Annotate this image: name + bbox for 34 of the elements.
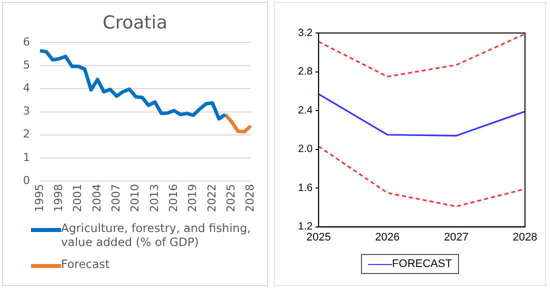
legend-label: FORECAST xyxy=(392,258,452,270)
x-tick-label: 2027 xyxy=(444,231,468,244)
x-tick-label: 2025 xyxy=(306,231,331,244)
y-tick-label: 1.2 xyxy=(298,220,313,233)
y-tick-label: 2 xyxy=(23,128,30,141)
y-tick-label: 1 xyxy=(23,150,30,164)
x-tick-label: 2019 xyxy=(186,184,200,212)
x-tick-label: 2028 xyxy=(512,231,538,244)
y-tick-label: 4 xyxy=(23,82,30,95)
legend-label: Agriculture, forestry, and fishing, value added (% of GDP) xyxy=(61,221,252,249)
y-tick-label: 2.8 xyxy=(298,66,313,78)
x-tick-label: 2016 xyxy=(167,184,180,212)
x-tick-label: 2026 xyxy=(375,231,400,244)
x-tick-label: 2001 xyxy=(71,184,84,212)
x-tick-label: 2010 xyxy=(128,184,142,212)
y-tick-label: 5 xyxy=(23,58,30,72)
x-tick-label: 2004 xyxy=(90,184,104,212)
y-tick-label: 2.4 xyxy=(298,104,313,116)
y-tick-label: 6 xyxy=(23,35,30,48)
y-tick-label: 0 xyxy=(23,174,30,187)
x-tick-label: 1998 xyxy=(52,184,66,212)
x-tick-label: 2013 xyxy=(148,184,161,212)
x-tick-label: 1995 xyxy=(32,184,46,212)
chart-title: Croatia xyxy=(102,12,168,34)
x-tick-label: 2025 xyxy=(224,184,238,212)
y-tick-label: 3 xyxy=(23,104,30,118)
y-tick-label: 1.6 xyxy=(298,182,313,194)
x-tick-label: 2028 xyxy=(244,184,257,212)
line-series xyxy=(318,33,526,78)
x-tick-label: 2022 xyxy=(205,184,218,212)
x-tick-label: 2007 xyxy=(110,184,123,212)
y-tick-label: 2.0 xyxy=(298,143,313,156)
y-tick-label: 3.2 xyxy=(298,26,313,39)
legend-label: Forecast xyxy=(61,257,110,271)
